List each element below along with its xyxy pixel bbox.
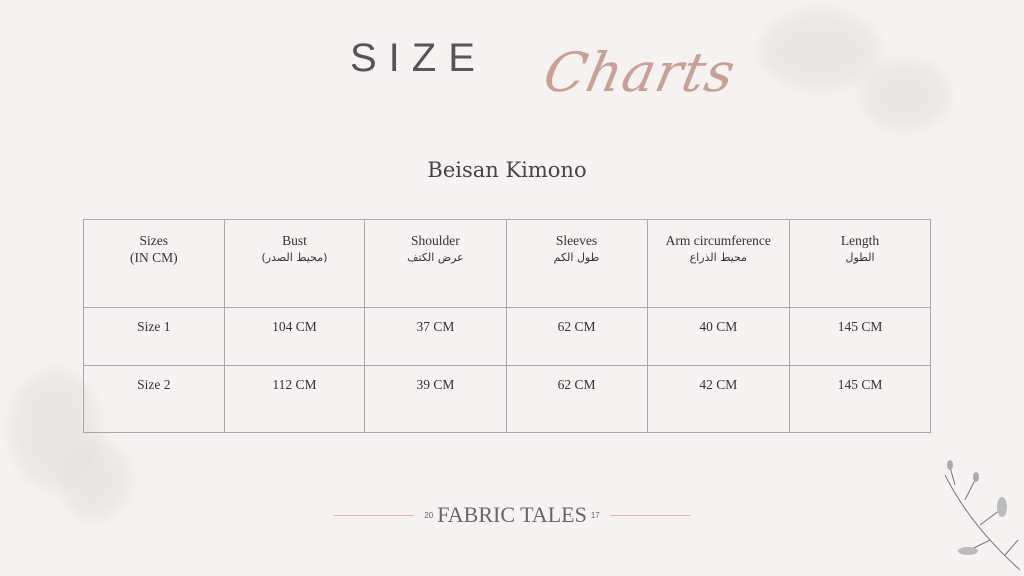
divider [610, 514, 690, 516]
header-cell: Length الطول [789, 219, 931, 308]
table-cell: 39 CM [364, 365, 507, 433]
header-cell: Bust (محيط الصدر) [223, 219, 366, 308]
header-cell: Shoulder عرض الكتف [364, 219, 507, 308]
product-title: Beisan Kimono [427, 158, 587, 182]
table-cell: 145 CM [789, 365, 931, 433]
header-sublabel: طول الكم [553, 251, 600, 264]
year-right: 17 [590, 510, 600, 520]
floral-watermark [760, 10, 880, 90]
header-sublabel: عرض الكتف [407, 251, 464, 264]
table-cell: Size 1 [83, 307, 225, 366]
header-cell: Sizes (IN CM) [83, 219, 225, 308]
brand-logo: 20 FABRIC TALES 17 [424, 502, 599, 528]
size-heading: SIZE [350, 36, 487, 80]
divider [334, 514, 414, 516]
table-cell: Size 2 [83, 365, 225, 433]
header-label: Length [840, 233, 880, 248]
table-cell: 40 CM [646, 307, 791, 366]
header-sublabel: محيط الذراع [689, 251, 747, 264]
table-row: Size 1 104 CM 37 CM 62 CM 40 CM 145 CM [83, 307, 931, 366]
table-cell: 112 CM [223, 365, 366, 433]
table-row: Size 2 112 CM 39 CM 62 CM 42 CM 145 CM [83, 365, 931, 433]
header-label: Sleeves [555, 233, 598, 248]
floral-watermark [860, 60, 950, 130]
floral-watermark [60, 440, 130, 520]
table-cell: 37 CM [364, 307, 507, 366]
charts-script-heading: Charts [538, 41, 742, 104]
header-label: Arm circumference [665, 233, 771, 248]
table-cell: 145 CM [789, 307, 931, 366]
header-sublabel: الطول [845, 251, 875, 264]
size-table: Sizes (IN CM) Bust (محيط الصدر) Shoulder عر… [83, 219, 931, 433]
brand-name: FABRIC TALES [437, 502, 587, 527]
header-sublabel: (محيط الصدر) [261, 251, 328, 264]
year-left: 20 [424, 510, 434, 520]
table-cell: 62 CM [505, 365, 648, 433]
header-cell: Arm circumference محيط الذراع [646, 219, 791, 308]
header-label: Bust [282, 233, 307, 248]
branch-illustration-icon [944, 460, 1021, 571]
table-header-row: Sizes (IN CM) Bust (محيط الصدر) Shoulder عر… [83, 219, 931, 308]
header-label: Sizes [139, 233, 169, 248]
header-label: Shoulder [411, 233, 460, 248]
table-cell: 62 CM [505, 307, 648, 366]
brand-footer: 20 FABRIC TALES 17 [334, 500, 690, 530]
table-cell: 104 CM [223, 307, 366, 366]
header-cell: Sleeves طول الكم [505, 219, 648, 308]
header-sublabel: (IN CM) [129, 250, 178, 265]
table-cell: 42 CM [646, 365, 791, 433]
